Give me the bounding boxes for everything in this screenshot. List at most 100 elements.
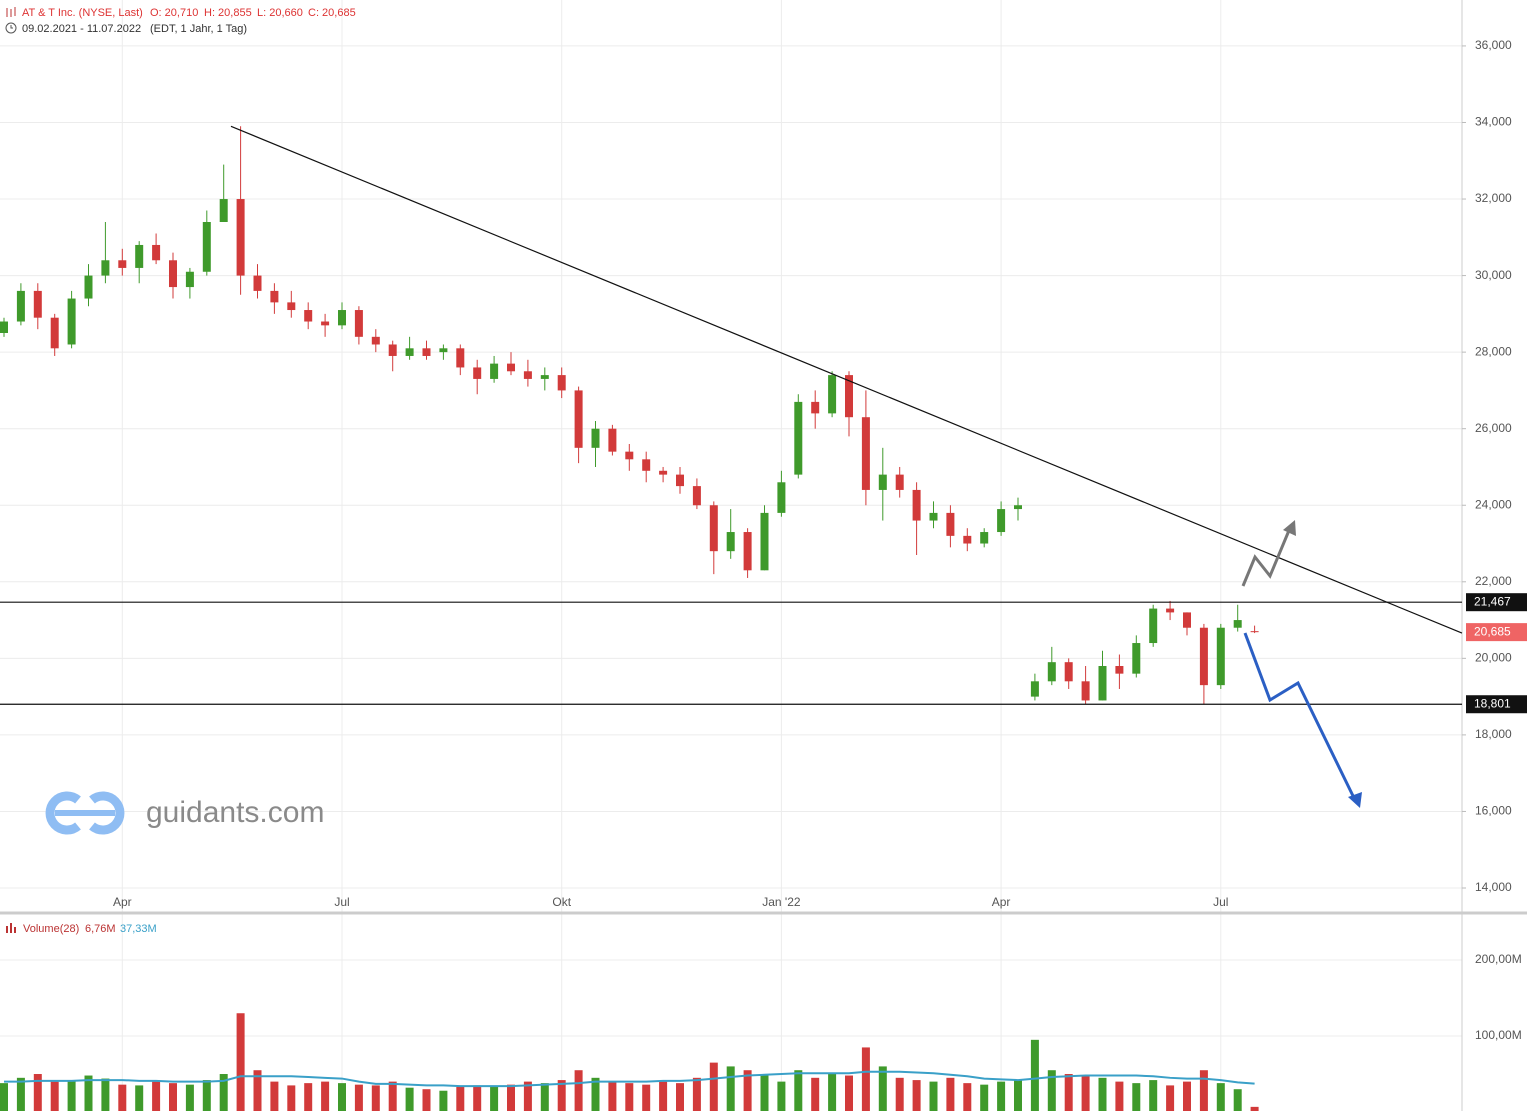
volume-bar xyxy=(1132,1083,1141,1111)
candle-body xyxy=(456,348,465,368)
candle-body xyxy=(1250,631,1259,633)
ohlc-low: L: 20,660 xyxy=(257,7,303,19)
ohlc-high: H: 20,855 xyxy=(204,7,252,19)
y-tick-label: 24,000 xyxy=(1475,497,1512,511)
volume-bar xyxy=(50,1081,59,1111)
candle-body xyxy=(1149,608,1158,644)
volume-bar xyxy=(929,1081,938,1111)
x-tick-label: Jan '22 xyxy=(762,895,801,909)
volume-bar xyxy=(743,1070,752,1111)
arrow xyxy=(1243,632,1357,801)
candle-body xyxy=(608,428,617,452)
volume-bar xyxy=(321,1081,330,1111)
header: AT & T Inc. (NYSE, Last) O: 20,710 H: 20… xyxy=(5,7,356,935)
candle-body xyxy=(692,486,701,506)
candle-body xyxy=(540,375,549,379)
volume-bar xyxy=(101,1078,110,1111)
candle-body xyxy=(963,535,972,544)
candle-body xyxy=(709,505,718,552)
volume-bar xyxy=(185,1084,194,1111)
volume-title: Volume(28) xyxy=(23,923,79,935)
candle-body xyxy=(422,348,431,356)
candle-body xyxy=(929,512,938,521)
candle-body xyxy=(760,512,769,571)
level-label: 21,467 xyxy=(1474,594,1511,608)
scenario-down xyxy=(1243,632,1362,808)
candle-body xyxy=(726,532,735,552)
candle-body xyxy=(354,310,363,337)
volume-bar xyxy=(709,1062,718,1111)
candle-body xyxy=(16,290,25,322)
x-tick-label: Apr xyxy=(113,895,132,909)
x-tick-label: Jul xyxy=(1213,895,1228,909)
ohlc-close: C: 20,685 xyxy=(308,7,356,19)
volume-bar xyxy=(1047,1070,1056,1111)
volume-bar xyxy=(1115,1081,1124,1111)
candle-body xyxy=(490,363,499,379)
volume-bar xyxy=(811,1077,820,1111)
candle-body xyxy=(33,290,42,318)
volume-bar xyxy=(845,1075,853,1111)
candle-body xyxy=(794,401,803,475)
volume-bar xyxy=(1183,1081,1191,1111)
candle-body xyxy=(473,367,482,379)
volume-bar xyxy=(828,1074,837,1111)
volume-bar xyxy=(152,1081,161,1111)
volume-bar xyxy=(0,1083,8,1111)
logo-shape xyxy=(45,791,81,835)
volume-bar xyxy=(388,1081,397,1111)
candle-body xyxy=(625,451,634,460)
candle-body xyxy=(1216,627,1225,686)
candle-body xyxy=(743,532,752,571)
volume-bar xyxy=(726,1066,735,1111)
volume-bar xyxy=(760,1074,769,1111)
candle-body xyxy=(439,348,448,353)
candle-body xyxy=(980,532,989,544)
candle-body xyxy=(169,260,177,288)
candle-body xyxy=(304,310,313,322)
volume-bar xyxy=(540,1083,549,1111)
clock-icon xyxy=(5,22,17,34)
candle-body xyxy=(287,302,296,311)
candle-body xyxy=(321,321,330,326)
candle-body xyxy=(84,275,93,299)
candle-body xyxy=(118,260,127,268)
candle-body xyxy=(1081,681,1090,701)
arrow xyxy=(1241,527,1292,587)
y-tick-label: 34,000 xyxy=(1475,115,1512,129)
candle-body xyxy=(557,375,566,391)
candle-body xyxy=(101,260,110,276)
subtitle: (EDT, 1 Jahr, 1 Tag) xyxy=(150,23,247,35)
x-tick-label: Apr xyxy=(992,895,1011,909)
volume-bar xyxy=(608,1081,617,1111)
volume-bar xyxy=(861,1047,870,1111)
volume-bar xyxy=(591,1077,600,1111)
volume-bar xyxy=(692,1077,701,1111)
candle-body xyxy=(405,348,414,356)
volume-bar xyxy=(1098,1077,1107,1111)
volume-bar xyxy=(574,1070,583,1111)
clock-icon xyxy=(10,25,13,29)
volume-bar xyxy=(354,1084,363,1111)
volume-bar xyxy=(1030,1039,1039,1111)
candle-body xyxy=(338,310,346,326)
candle-body xyxy=(0,321,8,333)
candle-body xyxy=(1064,662,1073,682)
candle-body xyxy=(946,512,955,536)
volume-bar xyxy=(304,1083,313,1111)
volume-bar xyxy=(135,1085,144,1111)
volume-bar xyxy=(507,1084,515,1111)
candle-body xyxy=(1233,620,1242,628)
volume-bar xyxy=(473,1085,482,1111)
volume-bar xyxy=(794,1070,803,1111)
candle-body xyxy=(1030,681,1039,697)
volume-bar xyxy=(895,1077,904,1111)
candle-body xyxy=(523,371,532,379)
y-tick-label: 22,000 xyxy=(1475,574,1512,588)
candle-body xyxy=(895,474,904,490)
candle-body xyxy=(1199,627,1208,686)
logo xyxy=(45,791,125,835)
volume-bar xyxy=(676,1083,684,1111)
volume-bar xyxy=(659,1081,668,1111)
y-tick-label: 28,000 xyxy=(1475,344,1512,358)
